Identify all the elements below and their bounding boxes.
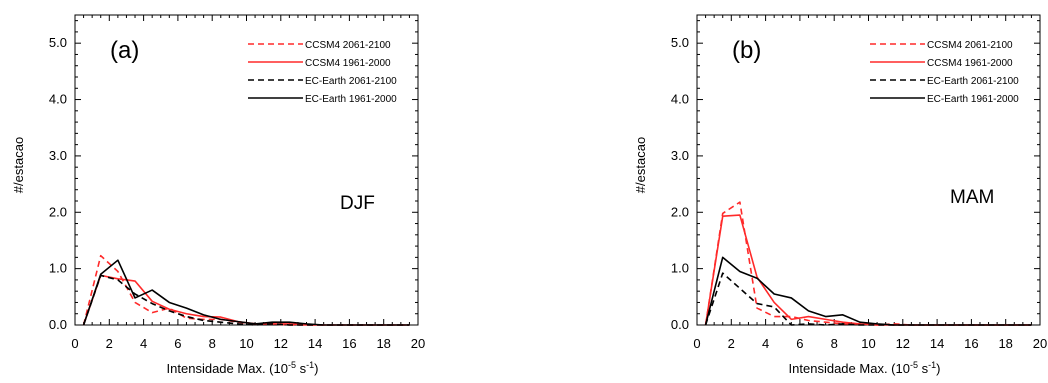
x-axis-label-text: Intensidade Max. (10 (789, 361, 910, 376)
legend-entry: EC-Earth 2061-2100 (305, 76, 397, 87)
x-axis-label-unit-exponent: -1 (928, 360, 936, 370)
x-tick-label: 12 (274, 336, 288, 351)
x-tick-label: 12 (896, 336, 910, 351)
season-label: DJF (340, 193, 375, 214)
x-tick-label: 10 (239, 336, 253, 351)
series-line (82, 254, 410, 326)
chart-panel-b: 0 2 4 6 8 10 12 14 16 18 20 0.0 1.0 2.0 3.0 4.0 5.0 Inten… (633, 14, 1047, 376)
x-tick-label: 16 (342, 336, 356, 351)
x-tick-label: 0 (71, 336, 78, 351)
x-tick-label: 6 (796, 336, 803, 351)
legend-entry: CCSM4 1961-2000 (927, 58, 1013, 69)
series-line (82, 274, 410, 326)
y-axis-label: #/estacao (11, 137, 26, 193)
y-tick-label: 4.0 (49, 92, 67, 107)
x-tick-label: 0 (693, 336, 700, 351)
y-tick-label: 2.0 (49, 204, 67, 219)
x-tick-label: 20 (411, 336, 425, 351)
series-line (704, 272, 1032, 326)
y-tick-label: 4.0 (671, 92, 689, 107)
x-tick-label: 14 (308, 336, 322, 351)
tick-marks (74, 15, 419, 326)
y-tick-label: 2.0 (671, 204, 689, 219)
x-axis-label-exponent: -5 (288, 360, 296, 370)
y-tick-label: 3.0 (49, 148, 67, 163)
legend-entry: CCSM4 2061-2100 (927, 40, 1013, 51)
x-axis-label-exponent: -5 (910, 360, 918, 370)
series-line (704, 201, 1032, 326)
panel-label: (b) (732, 37, 761, 64)
y-tick-label: 1.0 (49, 261, 67, 276)
x-tick-label: 18 (376, 336, 390, 351)
x-axis-label-unit: s (918, 361, 929, 376)
legend-entry: EC-Earth 1961-2000 (305, 94, 397, 105)
series-line (704, 256, 1032, 326)
x-axis-label-close: ) (936, 361, 940, 376)
x-axis-label-text: Intensidade Max. (10 (167, 361, 288, 376)
x-tick-label: 4 (140, 336, 147, 351)
panel-label: (a) (110, 37, 139, 64)
x-axis-label-unit: s (296, 361, 307, 376)
x-tick-label: 2 (106, 336, 113, 351)
x-tick-label: 8 (209, 336, 216, 351)
x-axis-label: Intensidade Max. (10-5 s-1) (789, 360, 941, 376)
y-tick-label: 5.0 (671, 35, 689, 50)
x-axis-label-unit-exponent: -1 (306, 360, 314, 370)
legend-entry: EC-Earth 1961-2000 (927, 94, 1019, 105)
y-tick-label: 3.0 (671, 148, 689, 163)
x-tick-label: 18 (998, 336, 1012, 351)
chart-panel-a: 0 2 4 6 8 10 12 14 16 18 20 0.0 1.0 2.0 3.0 4.0 5.0 Inten… (11, 14, 425, 376)
series-line (82, 259, 410, 326)
legend-entry: CCSM4 1961-2000 (305, 58, 391, 69)
legend-entry: EC-Earth 2061-2100 (927, 76, 1019, 87)
y-tick-label: 0.0 (49, 317, 67, 332)
x-tick-label: 10 (861, 336, 875, 351)
series-line (82, 274, 410, 326)
y-tick-label: 5.0 (49, 35, 67, 50)
legend: CCSM4 2061-2100 CCSM4 1961-2000 EC-Earth 2… (870, 40, 1019, 105)
x-tick-label: 14 (930, 336, 944, 351)
legend-entry: CCSM4 2061-2100 (305, 40, 391, 51)
x-axis-label: Intensidade Max. (10-5 s-1) (167, 360, 319, 376)
y-tick-label: 1.0 (671, 261, 689, 276)
x-axis-label-close: ) (314, 361, 318, 376)
y-tick-label: 0.0 (671, 317, 689, 332)
x-tick-label: 4 (762, 336, 769, 351)
x-tick-label: 2 (728, 336, 735, 351)
x-tick-label: 20 (1033, 336, 1047, 351)
season-label: MAM (950, 187, 994, 208)
y-axis-label: #/estacao (633, 137, 648, 193)
x-tick-label: 16 (964, 336, 978, 351)
x-tick-label: 8 (831, 336, 838, 351)
x-tick-label: 6 (174, 336, 181, 351)
legend: CCSM4 2061-2100 CCSM4 1961-2000 EC-Earth 2… (248, 40, 397, 105)
series-line (704, 214, 1032, 326)
